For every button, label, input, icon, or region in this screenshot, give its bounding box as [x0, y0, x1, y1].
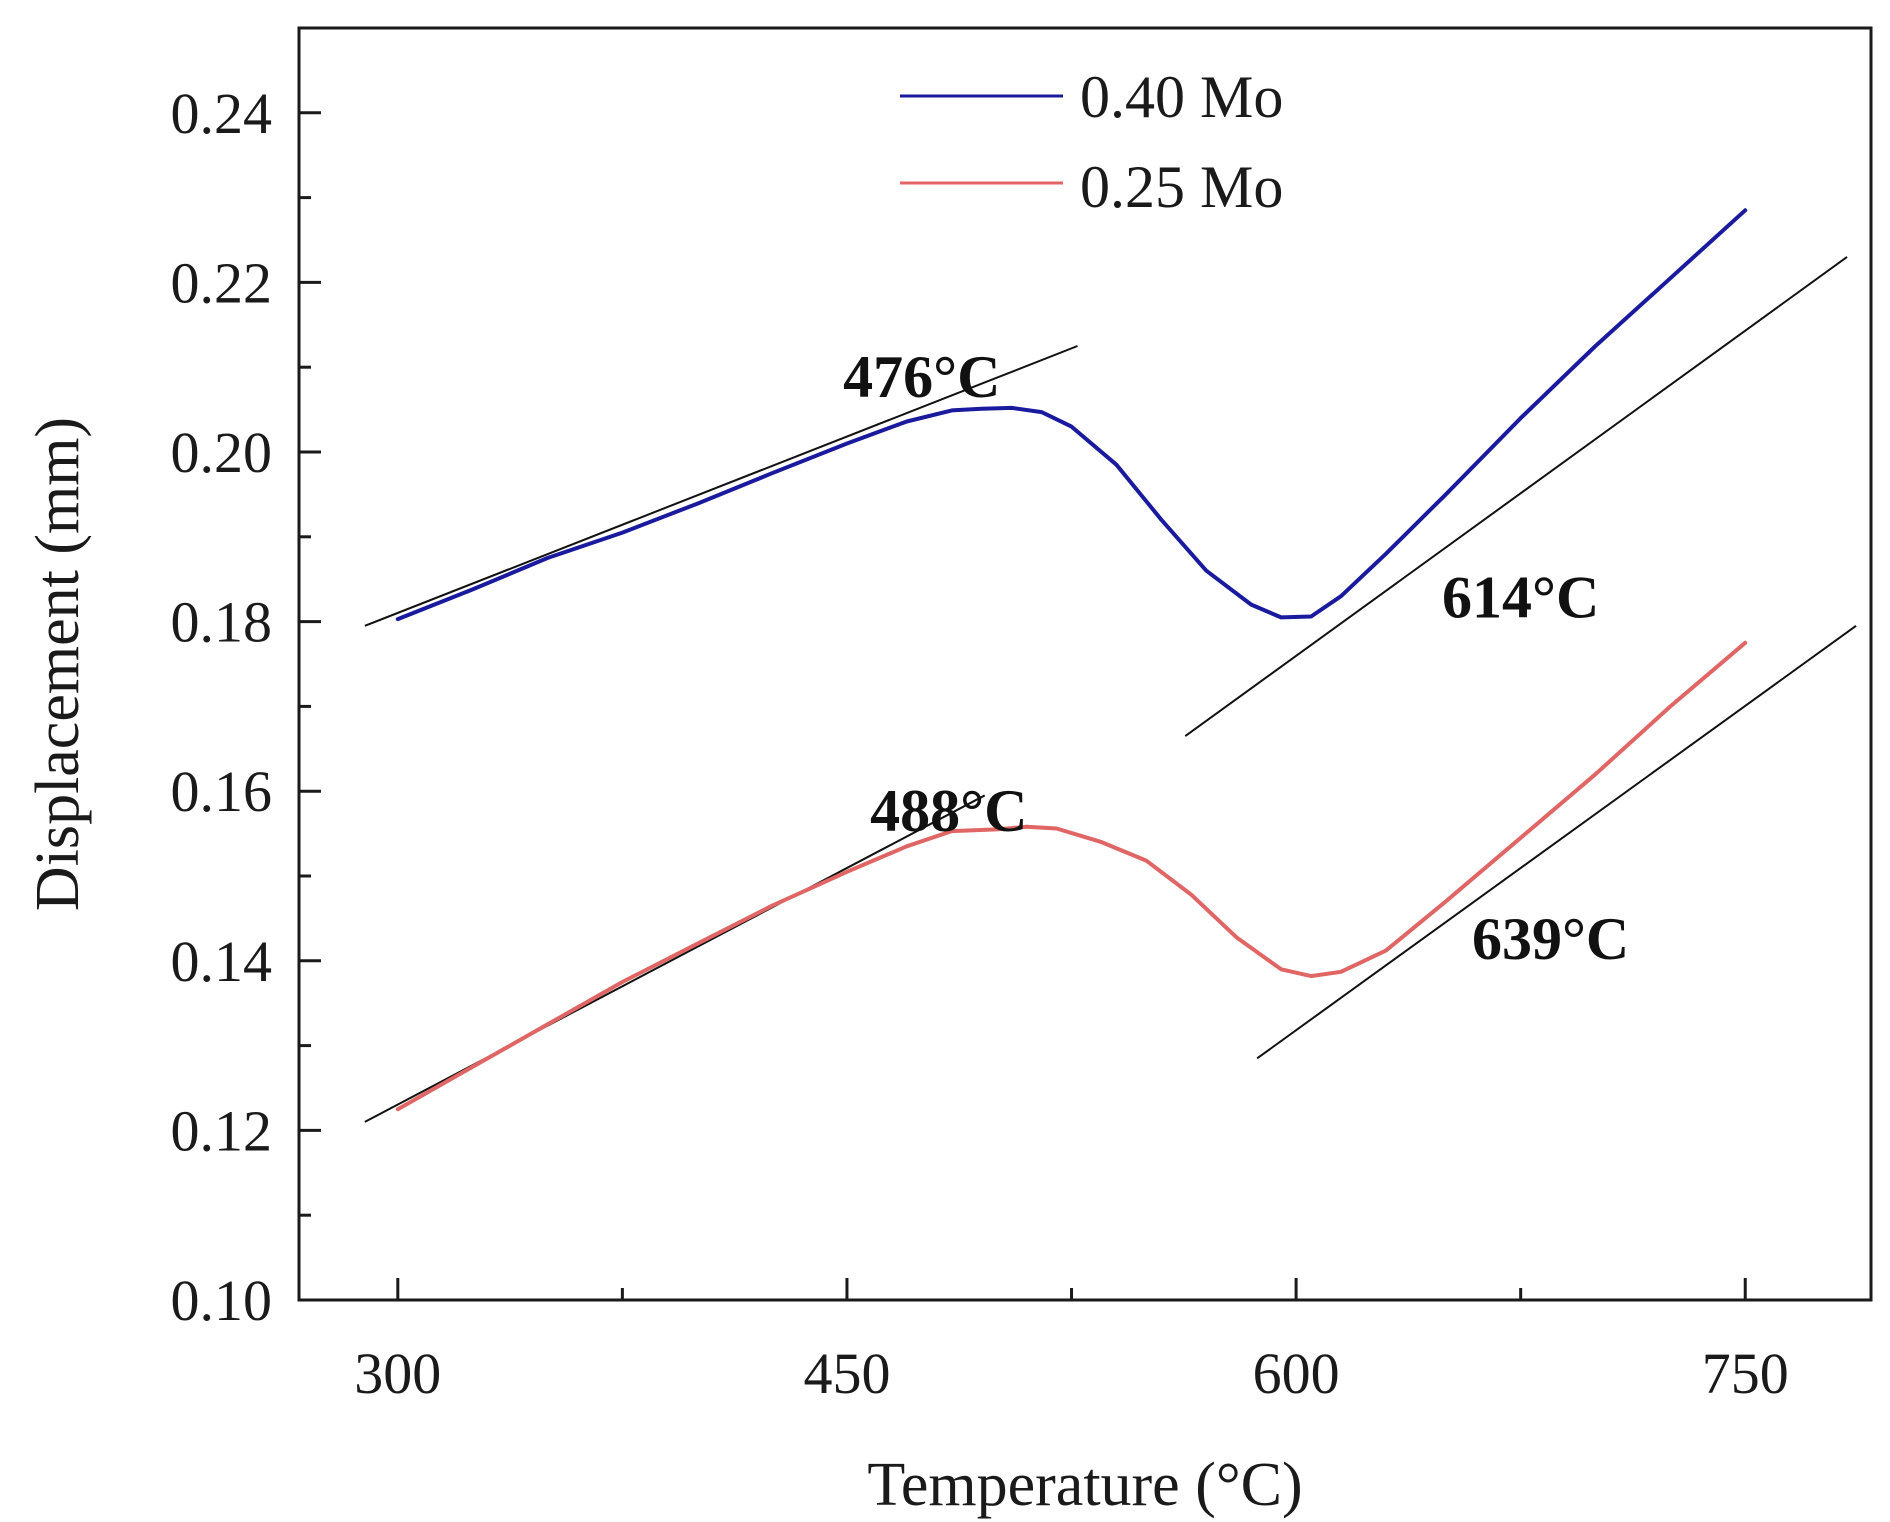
- y-tick-label-0.20: 0.20: [171, 420, 273, 485]
- legend-label-0-25-mo: 0.25 Mo: [1080, 154, 1283, 220]
- y-tick-label-0.18: 0.18: [171, 590, 273, 655]
- x-tick-label-450: 450: [803, 1341, 890, 1406]
- axis-ticks: [299, 113, 1745, 1300]
- annotations: 476°C 614°C 488°C 639°C: [843, 344, 1629, 972]
- x-tick-label-300: 300: [354, 1341, 441, 1406]
- y-tick-label-0.14: 0.14: [171, 929, 273, 994]
- annotation-2: 488°C: [870, 778, 1027, 844]
- chart: 300 450 600 750 0.10 0.12 0.14 0.16 0.18 0.20 0.22…: [0, 0, 1890, 1522]
- tangent-lines: [365, 257, 1856, 1122]
- x-tick-label-750: 750: [1702, 1341, 1789, 1406]
- x-tick-label-600: 600: [1253, 1341, 1340, 1406]
- annotation-1: 614°C: [1442, 564, 1599, 630]
- y-tick-label-0.10: 0.10: [171, 1268, 273, 1333]
- series-line-0-40-mo: [398, 210, 1745, 619]
- annotation-3: 639°C: [1472, 906, 1629, 972]
- legend: 0.40 Mo 0.25 Mo: [900, 64, 1283, 220]
- axis-tick-labels: 300 450 600 750 0.10 0.12 0.14 0.16 0.18 0.20 0.22…: [171, 81, 1789, 1406]
- data-series: [398, 210, 1745, 1109]
- annotation-0: 476°C: [843, 344, 1000, 410]
- tangent-line-3: [1257, 626, 1856, 1058]
- y-tick-label-0.24: 0.24: [171, 81, 273, 146]
- x-axis-title: Temperature (°C): [867, 1451, 1302, 1519]
- y-tick-label-0.12: 0.12: [171, 1098, 273, 1163]
- y-tick-label-0.22: 0.22: [171, 250, 273, 315]
- y-axis-title: Displacement (mm): [24, 417, 92, 911]
- series-line-0-25-mo: [398, 643, 1745, 1109]
- legend-label-0-40-mo: 0.40 Mo: [1080, 64, 1283, 130]
- tangent-line-1: [1185, 257, 1847, 736]
- y-tick-label-0.16: 0.16: [171, 759, 273, 824]
